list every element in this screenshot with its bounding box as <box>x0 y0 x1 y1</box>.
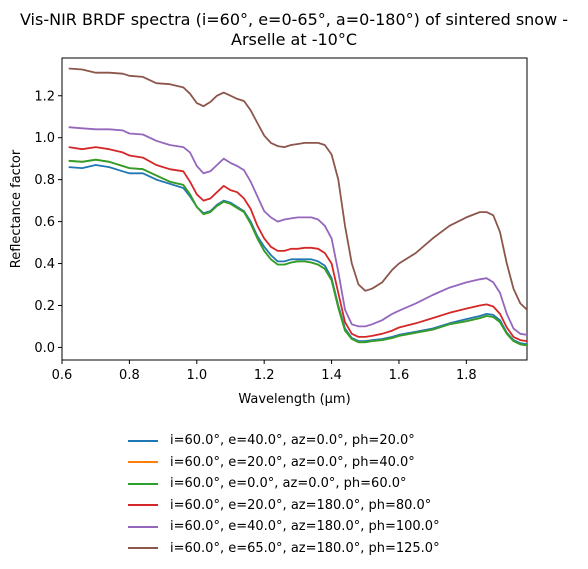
x-tick-label: 1.2 <box>254 368 275 383</box>
chart-title-line-1: Vis-NIR BRDF spectra (i=60°, e=0-65°, a=… <box>19 10 569 29</box>
y-axis-label: Reflectance factor <box>9 149 24 268</box>
legend-item: i=60.0°, e=20.0°, az=0.0°, ph=40.0° <box>128 452 440 474</box>
series-line-1 <box>68 164 527 346</box>
series-line-2 <box>68 158 527 347</box>
legend-item: i=60.0°, e=65.0°, az=180.0°, ph=125.0° <box>128 538 440 560</box>
series-lines <box>68 67 527 347</box>
x-axis-ticks: 0.6 0.8 1.0 1.2 1.4 1.6 1.8 <box>52 360 477 383</box>
legend-label: i=60.0°, e=0.0°, az=0.0°, ph=60.0° <box>170 476 407 492</box>
x-tick-label: 0.8 <box>119 368 140 383</box>
legend-swatch <box>128 547 158 550</box>
legend-swatch <box>128 461 158 464</box>
y-tick-label: 1.2 <box>34 89 55 104</box>
legend-label: i=60.0°, e=65.0°, az=180.0°, ph=125.0° <box>170 540 440 556</box>
legend-label: i=60.0°, e=20.0°, az=180.0°, ph=80.0° <box>170 497 432 513</box>
legend-swatch <box>128 439 158 442</box>
y-tick-label: 0.0 <box>34 341 55 356</box>
x-tick-label: 1.6 <box>389 368 410 383</box>
x-tick-label: 1.8 <box>456 368 477 383</box>
legend-label: i=60.0°, e=40.0°, az=0.0°, ph=20.0° <box>170 433 415 449</box>
legend-item: i=60.0°, e=20.0°, az=180.0°, ph=80.0° <box>128 495 440 517</box>
y-tick-label: 0.4 <box>34 257 55 272</box>
series-line-5 <box>68 126 527 336</box>
legend-item: i=60.0°, e=40.0°, az=180.0°, ph=100.0° <box>128 516 440 538</box>
y-tick-label: 0.6 <box>34 215 55 230</box>
y-tick-label: 1.0 <box>34 131 55 146</box>
x-tick-label: 1.0 <box>186 368 207 383</box>
legend-item: i=60.0°, e=0.0°, az=0.0°, ph=60.0° <box>128 473 440 495</box>
series-line-6 <box>68 67 527 311</box>
y-tick-label: 0.2 <box>34 299 55 314</box>
y-axis-ticks: 0.0 0.2 0.4 0.6 0.8 1.0 1.2 <box>34 89 62 356</box>
x-tick-label: 1.4 <box>321 368 342 383</box>
legend-swatch <box>128 504 158 507</box>
x-axis-label: Wavelength (μm) <box>238 392 350 407</box>
series-line-4 <box>68 146 527 342</box>
legend-label: i=60.0°, e=40.0°, az=180.0°, ph=100.0° <box>170 519 440 535</box>
legend-item: i=60.0°, e=40.0°, az=0.0°, ph=20.0° <box>128 430 440 452</box>
x-tick-label: 0.6 <box>52 368 73 383</box>
legend: i=60.0°, e=40.0°, az=0.0°, ph=20.0° i=60… <box>128 430 440 559</box>
y-tick-label: 0.8 <box>34 173 55 188</box>
plot-frame <box>61 57 528 361</box>
legend-swatch <box>128 525 158 528</box>
series-line-3 <box>68 158 527 347</box>
chart-title-line-2: Arselle at -10°C <box>231 30 357 49</box>
legend-swatch <box>128 482 158 485</box>
legend-label: i=60.0°, e=20.0°, az=0.0°, ph=40.0° <box>170 454 415 470</box>
